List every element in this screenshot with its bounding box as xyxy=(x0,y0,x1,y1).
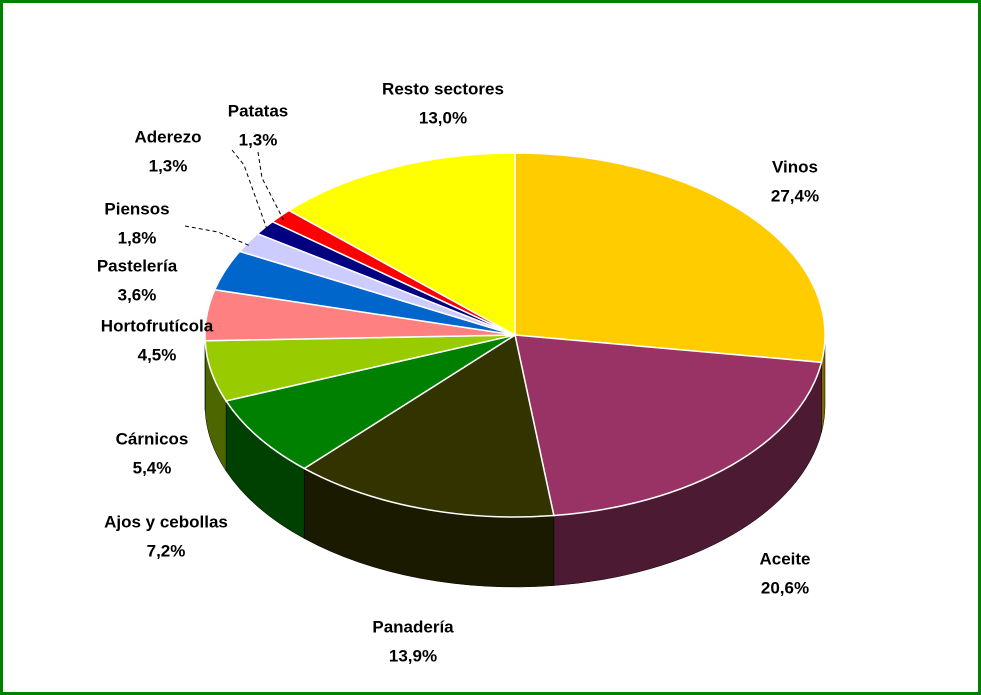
slice-value-label: 13,9% xyxy=(389,646,437,665)
slice-value-label: 5,4% xyxy=(133,458,172,477)
slice-label: Cárnicos xyxy=(116,429,189,448)
slice-label: Hortofrutícola xyxy=(101,316,214,335)
slice-value-label: 1,3% xyxy=(239,130,278,149)
slice-value-label: 3,6% xyxy=(118,285,157,304)
slice-label: Aceite xyxy=(759,549,810,568)
slice xyxy=(287,152,516,337)
slice xyxy=(302,333,555,518)
slice xyxy=(514,152,826,364)
slice-value-label: 27,4% xyxy=(771,186,819,205)
leader-line xyxy=(257,151,284,221)
slice-label: Piensos xyxy=(104,199,169,218)
slice-label: Panadería xyxy=(372,617,454,636)
leader-line xyxy=(184,225,252,247)
slice-label: Vinos xyxy=(772,157,818,176)
slice xyxy=(514,334,823,517)
slice-value-label: 1,3% xyxy=(149,156,188,175)
slice xyxy=(224,334,516,470)
slice-label: Pastelería xyxy=(97,256,178,275)
slice-value-label: 7,2% xyxy=(147,541,186,560)
slice-label: Aderezo xyxy=(134,127,201,146)
slice-label: Resto sectores xyxy=(382,79,504,98)
slice-label: Ajos y cebollas xyxy=(104,512,228,531)
slice-value-label: 4,5% xyxy=(138,345,177,364)
slice-value-label: 20,6% xyxy=(761,578,809,597)
leader-line xyxy=(231,149,269,232)
slice-label: Patatas xyxy=(228,101,288,120)
slice-value-label: 13,0% xyxy=(419,108,467,127)
slice-value-label: 1,8% xyxy=(118,228,157,247)
